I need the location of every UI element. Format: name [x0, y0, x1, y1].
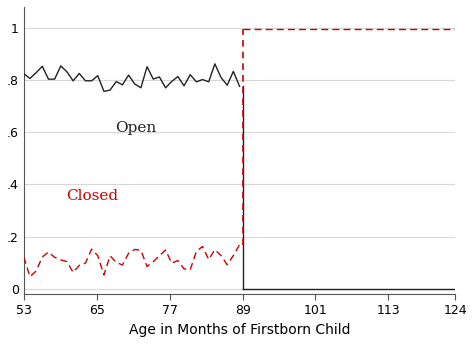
Text: Closed: Closed [66, 189, 118, 203]
Text: Open: Open [115, 121, 156, 135]
X-axis label: Age in Months of Firstborn Child: Age in Months of Firstborn Child [129, 323, 350, 337]
